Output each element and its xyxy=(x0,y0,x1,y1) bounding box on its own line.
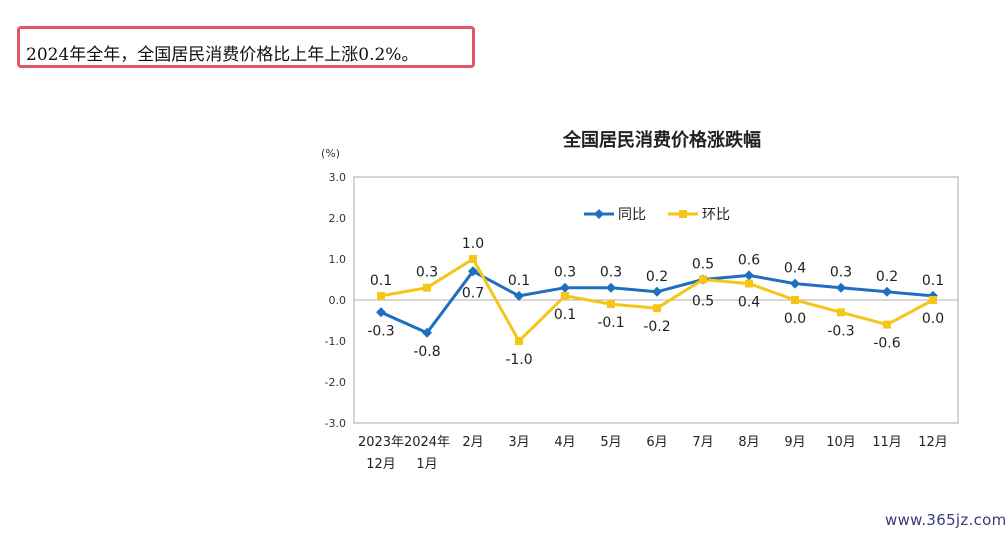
mom-point xyxy=(929,296,937,304)
x-tick-label: 2024年 xyxy=(404,435,450,450)
yoy-data-label: 0.3 xyxy=(830,265,852,281)
y-tick-label: 2.0 xyxy=(329,212,347,225)
mom-point xyxy=(837,308,845,317)
x-tick-label: 5月 xyxy=(600,435,621,450)
x-tick-label: 2月 xyxy=(462,435,483,450)
x-tick-label: 3月 xyxy=(508,435,529,450)
yoy-point xyxy=(422,327,432,338)
y-tick-label: -1.0 xyxy=(325,335,346,348)
yoy-data-label: 0.1 xyxy=(922,273,944,289)
mom-point xyxy=(607,300,615,309)
x-tick-label: 12月 xyxy=(918,435,948,450)
yoy-point xyxy=(652,286,662,297)
x-tick-label-line2: 12月 xyxy=(366,457,396,472)
yoy-point xyxy=(376,307,386,318)
mom-point xyxy=(515,337,523,345)
yoy-point xyxy=(836,282,846,293)
mom-point xyxy=(561,291,569,300)
yoy-data-label: 0.2 xyxy=(876,269,898,285)
y-tick-label: 1.0 xyxy=(329,253,347,266)
mom-point xyxy=(377,291,385,300)
x-tick-label: 11月 xyxy=(872,435,902,450)
mom-point xyxy=(745,279,753,288)
yoy-data-label: 0.2 xyxy=(646,269,668,285)
mom-point xyxy=(469,255,477,263)
mom-point xyxy=(653,304,661,313)
legend-swatch-marker xyxy=(679,210,687,218)
mom-data-label: 0.5 xyxy=(692,257,714,273)
yoy-point xyxy=(468,266,478,277)
mom-data-label: -0.6 xyxy=(873,336,900,352)
mom-data-label: -0.2 xyxy=(643,319,670,335)
x-tick-label: 9月 xyxy=(784,435,805,450)
mom-point xyxy=(791,296,799,304)
legend-swatch-marker xyxy=(594,209,604,219)
yoy-data-label: 0.6 xyxy=(738,252,760,268)
x-tick-label-line2: 1月 xyxy=(416,457,437,472)
y-tick-label: 3.0 xyxy=(329,171,347,184)
mom-data-label: 0.0 xyxy=(784,311,806,327)
x-tick-label: 4月 xyxy=(554,435,575,450)
mom-data-label: 1.0 xyxy=(462,236,484,252)
yoy-data-label: 0.1 xyxy=(508,273,530,289)
x-tick-label: 6月 xyxy=(646,435,667,450)
yoy-data-label: 0.4 xyxy=(784,261,806,277)
x-tick-label: 2023年 xyxy=(358,435,404,450)
yoy-data-label: -0.3 xyxy=(367,323,394,339)
mom-data-label: 0.3 xyxy=(416,265,438,281)
yoy-point xyxy=(790,278,800,289)
yoy-data-label: 0.5 xyxy=(692,294,714,310)
mom-data-label: 0.1 xyxy=(370,273,392,289)
x-tick-label: 7月 xyxy=(692,435,713,450)
yoy-point xyxy=(514,290,524,301)
chart-title: 全国居民消费价格涨跌幅 xyxy=(562,129,761,151)
mom-point xyxy=(423,283,431,292)
y-axis-unit: (%) xyxy=(321,147,340,160)
yoy-data-label: 0.3 xyxy=(554,265,576,281)
mom-point xyxy=(883,320,891,329)
mom-data-label: -1.0 xyxy=(505,352,532,368)
yoy-point xyxy=(606,282,616,293)
mom-data-label: 0.1 xyxy=(554,307,576,323)
headline-highlight-box xyxy=(17,26,475,68)
yoy-data-label: 0.7 xyxy=(462,285,484,301)
headline-text: 2024年全年，全国居民消费价格比上年上涨0.2%。 xyxy=(26,45,419,65)
mom-point xyxy=(699,275,707,284)
legend-label: 同比 xyxy=(618,207,646,223)
mom-data-label: 0.4 xyxy=(738,295,760,311)
y-tick-label: -3.0 xyxy=(325,417,346,430)
x-tick-label: 10月 xyxy=(826,435,856,450)
yoy-data-label: -0.8 xyxy=(413,344,440,360)
legend-label: 环比 xyxy=(702,207,730,223)
yoy-point xyxy=(882,286,892,297)
watermark: www.365jz.com xyxy=(885,511,1007,529)
mom-data-label: 0.0 xyxy=(922,311,944,327)
yoy-data-label: 0.3 xyxy=(600,265,622,281)
y-tick-label: 0.0 xyxy=(329,294,347,307)
y-tick-label: -2.0 xyxy=(325,376,346,389)
mom-data-label: -0.3 xyxy=(827,323,854,339)
yoy-point xyxy=(560,282,570,293)
yoy-point xyxy=(744,270,754,281)
mom-data-label: -0.1 xyxy=(597,315,624,331)
x-tick-label: 8月 xyxy=(738,435,759,450)
